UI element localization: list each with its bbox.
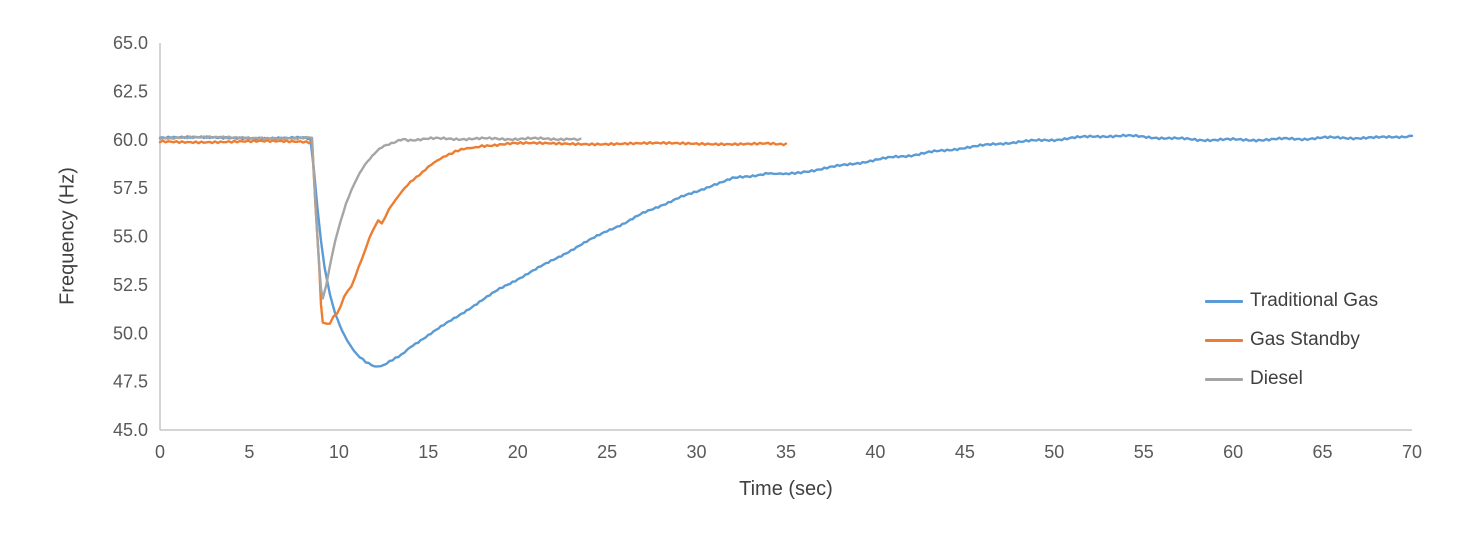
- chart-legend: Traditional Gas Gas Standby Diesel: [1205, 290, 1378, 390]
- svg-text:45.0: 45.0: [113, 420, 148, 440]
- svg-text:25: 25: [597, 442, 617, 462]
- svg-text:45: 45: [955, 442, 975, 462]
- legend-label-gas-standby: Gas Standby: [1250, 329, 1360, 350]
- svg-text:5: 5: [244, 442, 254, 462]
- svg-text:20: 20: [508, 442, 528, 462]
- svg-text:55.0: 55.0: [113, 227, 148, 247]
- legend-item-gas-standby: Gas Standby: [1205, 329, 1378, 351]
- svg-text:15: 15: [418, 442, 438, 462]
- svg-text:47.5: 47.5: [113, 372, 148, 392]
- svg-text:52.5: 52.5: [113, 275, 148, 295]
- legend-label-traditional-gas: Traditional Gas: [1250, 290, 1379, 311]
- svg-text:60.0: 60.0: [113, 130, 148, 150]
- x-axis-title: Time (sec): [739, 478, 833, 500]
- legend-swatch-gas-standby: [1205, 338, 1243, 342]
- svg-text:30: 30: [687, 442, 707, 462]
- svg-text:60: 60: [1223, 442, 1243, 462]
- legend-swatch-diesel: [1205, 377, 1243, 381]
- svg-text:10: 10: [329, 442, 349, 462]
- legend-label-diesel: Diesel: [1250, 368, 1303, 389]
- svg-text:62.5: 62.5: [113, 81, 148, 101]
- svg-text:65: 65: [1313, 442, 1333, 462]
- svg-text:35: 35: [776, 442, 796, 462]
- svg-text:65.0: 65.0: [113, 33, 148, 53]
- svg-text:0: 0: [155, 442, 165, 462]
- svg-text:55: 55: [1134, 442, 1154, 462]
- y-axis-title: Frequency (Hz): [56, 167, 79, 305]
- legend-item-diesel: Diesel: [1205, 368, 1378, 390]
- svg-text:50: 50: [1044, 442, 1064, 462]
- svg-text:50.0: 50.0: [113, 323, 148, 343]
- svg-text:70: 70: [1402, 442, 1422, 462]
- legend-swatch-traditional-gas: [1205, 299, 1243, 303]
- svg-text:57.5: 57.5: [113, 178, 148, 198]
- legend-item-traditional-gas: Traditional Gas: [1205, 290, 1378, 312]
- svg-text:40: 40: [865, 442, 885, 462]
